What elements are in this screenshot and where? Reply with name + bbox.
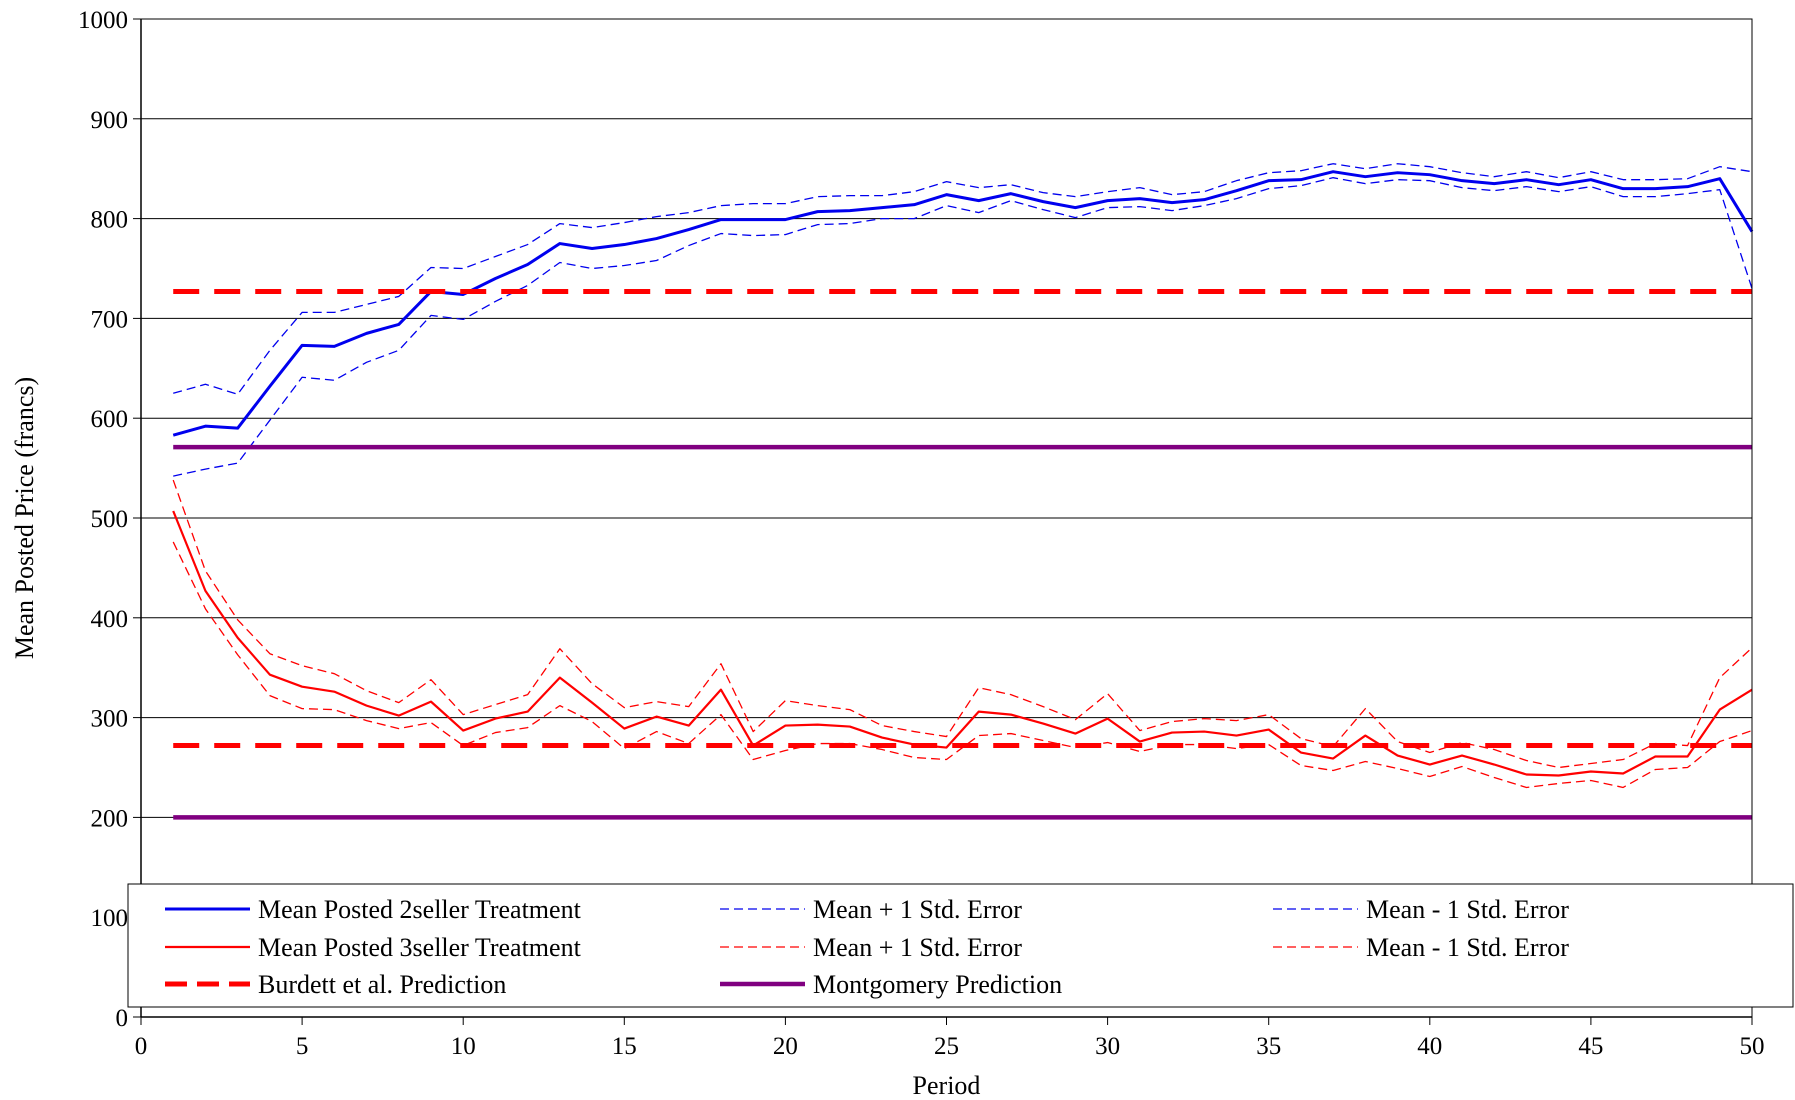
x-tick-label: 10 (451, 1033, 476, 1060)
x-tick-label: 30 (1095, 1033, 1120, 1060)
series-line (172, 510, 1753, 777)
y-tick-label: 100 (91, 905, 129, 932)
x-tick-label: 5 (296, 1033, 309, 1060)
x-tick-label: 20 (773, 1033, 798, 1060)
legend-label: Mean + 1 Std. Error (813, 895, 1022, 924)
series-line (173, 177, 1753, 477)
y-tick-label: 200 (91, 805, 129, 832)
y-tick-label: 500 (91, 506, 129, 533)
x-tick-label: 45 (1578, 1033, 1603, 1060)
legend-label: Mean + 1 Std. Error (813, 933, 1022, 962)
x-axis-title: Period (913, 1071, 981, 1100)
legend: Mean Posted 2seller Treatment Mean + 1 St… (127, 883, 1794, 1008)
x-tick-label: 35 (1256, 1033, 1281, 1060)
y-tick-label: 600 (91, 406, 129, 433)
x-tick-label: 25 (934, 1033, 959, 1060)
legend-label: Burdett et al. Prediction (258, 970, 506, 999)
y-tick-label: 300 (91, 706, 129, 733)
y-tick-label: 0 (116, 1005, 129, 1032)
y-tick-label: 1000 (78, 7, 128, 34)
x-tick-label: 0 (135, 1033, 148, 1060)
legend-label: Mean - 1 Std. Error (1366, 933, 1569, 962)
y-axis-title: Mean Posted Price (francs) (10, 377, 39, 659)
series-line (173, 163, 1753, 395)
x-tick-label: 15 (612, 1033, 637, 1060)
legend-box (127, 883, 1794, 1008)
legend-label: Mean Posted 3seller Treatment (258, 933, 582, 962)
legend-label: Mean - 1 Std. Error (1366, 895, 1569, 924)
x-tick-label: 50 (1740, 1033, 1765, 1060)
tick-labels: 0 5 10 15 20 25 30 35 40 45 5001002003004005006007… (78, 7, 1765, 1060)
series-line (172, 479, 1753, 769)
legend-label: Montgomery Prediction (813, 970, 1062, 999)
axes (133, 18, 1753, 1025)
y-tick-label: 400 (91, 606, 129, 633)
y-tick-label: 800 (91, 207, 129, 234)
series-layer (172, 163, 1754, 820)
legend-label: Mean Posted 2seller Treatment (258, 895, 582, 924)
x-tick-label: 40 (1417, 1033, 1442, 1060)
y-tick-label: 900 (91, 107, 129, 134)
y-tick-label: 700 (91, 306, 129, 333)
